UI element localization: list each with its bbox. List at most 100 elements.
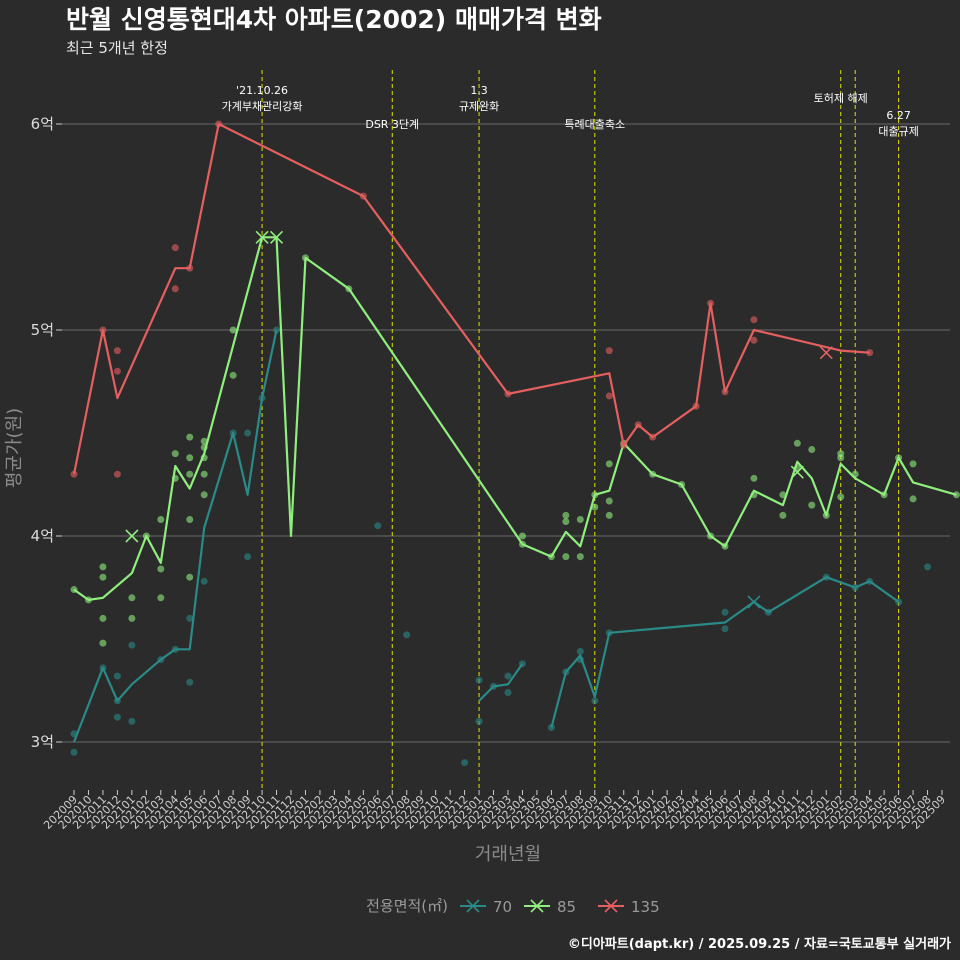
data-point [99,614,107,622]
data-point [779,511,787,519]
event-label: 특례대출축소 [564,118,625,131]
chart-subtitle: 최근 5개년 한정 [66,39,168,57]
x-marker [269,230,284,244]
data-point [99,573,107,581]
data-point [518,532,526,540]
legend-swatch-x [466,899,480,913]
data-point [128,641,136,649]
data-point [171,244,179,252]
data-point [374,522,382,530]
series-layer [70,120,960,767]
data-point [808,501,816,509]
series-line [72,329,278,743]
x-marker [255,230,269,244]
legend: 전용면적(㎡) 70 85 135 [366,897,660,916]
data-point [605,392,613,400]
source-caption: ©디아파트(dapt.kr) / 2025.09.25 / 자료=국토교통부 실… [568,936,951,952]
event-label: 대출규제 [878,125,918,138]
data-point [113,713,121,721]
data-point [200,491,208,499]
x-marker [819,346,833,360]
series-line [73,236,957,601]
event-label: 규제완화 [459,100,499,113]
series-70 [70,326,932,767]
series-85 [70,230,960,647]
event-label: 토허제 해제 [814,91,868,105]
data-point [576,516,584,524]
data-point [562,511,570,519]
data-point [157,594,165,602]
series-line [550,576,900,728]
x-marker [790,465,804,479]
data-point [605,347,613,355]
data-point [576,647,584,655]
data-point [113,672,121,680]
event-label: '21.10.26 [236,84,288,97]
data-point [99,563,107,571]
data-point [186,678,194,686]
data-point [504,672,512,680]
series-line [478,663,524,702]
data-point [70,748,78,756]
data-point [591,503,599,511]
data-point [244,553,252,561]
y-tick-label: 4억 [31,527,54,545]
data-point [113,470,121,478]
legend-item-85: 85 [557,898,576,916]
data-point [200,470,208,478]
legend-item-70: 70 [493,898,512,916]
chart-title: 반월 신영통현대4차 아파트(2002) 매매가격 변화 [66,5,602,34]
data-point [273,326,281,334]
data-point [128,594,136,602]
y-axis: 3억 4억 5억 6억 [31,115,62,751]
data-point [128,614,136,622]
data-point [504,689,512,697]
data-point [403,631,411,639]
legend-title: 전용면적(㎡) [366,897,448,915]
x-axis-title: 거래년월 [475,844,541,865]
data-point [924,563,932,571]
data-point [750,316,758,324]
data-point [186,470,194,478]
data-point [750,474,758,482]
data-point [837,454,845,462]
event-label: 1.3 [470,84,488,97]
data-point [562,553,570,561]
data-point [171,285,179,293]
data-point [909,460,917,468]
grid [60,123,950,743]
event-label: DSR 3단계 [365,118,419,131]
data-point [186,433,194,441]
data-point [605,460,613,468]
data-point [721,625,729,633]
data-point [793,439,801,447]
series-line [72,122,870,475]
data-point [200,577,208,585]
data-point [808,445,816,453]
y-axis-title: 평균가(원) [4,408,25,488]
data-point [244,429,252,437]
data-point [99,639,107,647]
data-point [909,495,917,503]
data-point [605,511,613,519]
data-point [157,565,165,573]
data-point [128,717,136,725]
data-point [591,697,599,705]
x-marker [747,595,761,609]
data-point [229,371,237,379]
data-point [113,347,121,355]
y-tick-label: 5억 [31,321,54,339]
data-point [186,573,194,581]
data-point [475,717,483,725]
x-axis: 2020092020102020112020122021012021022021… [41,790,948,832]
data-point [186,516,194,524]
data-point [186,614,194,622]
data-point [576,553,584,561]
data-point [605,497,613,505]
legend-swatch-x [530,899,544,913]
series-135 [70,120,874,478]
y-tick-label: 3억 [31,733,54,751]
event-label: 가계부채관리강화 [222,100,303,113]
